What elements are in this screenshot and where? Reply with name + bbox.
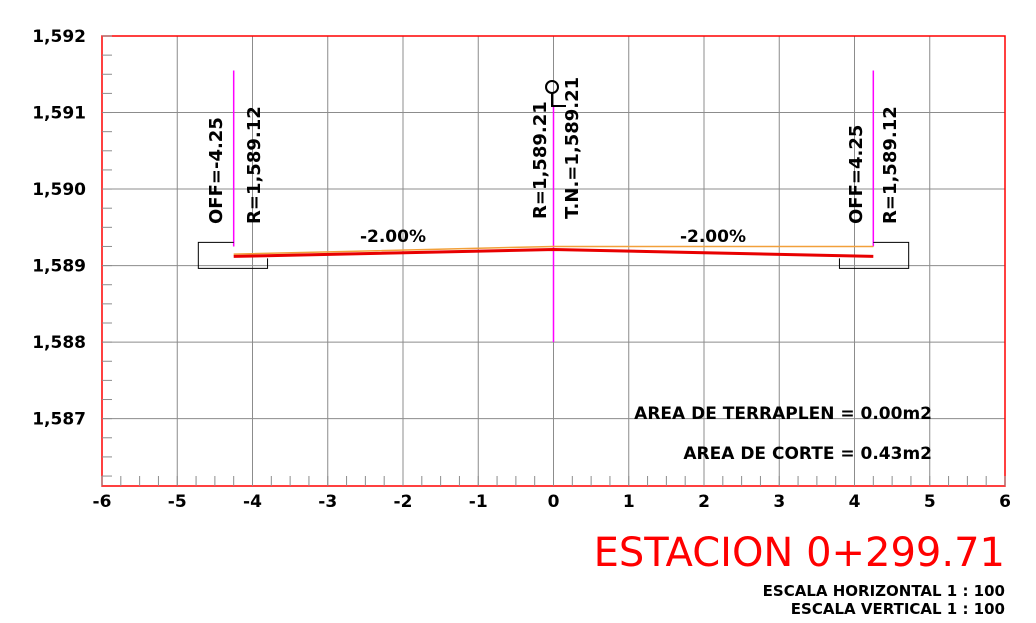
- center-elevation-label: R=1,589.21: [530, 101, 551, 219]
- left-elevation-label: R=1,589.12: [244, 106, 265, 224]
- x-tick-label: 5: [924, 492, 936, 512]
- left-offset-label: OFF=-4.25: [206, 117, 227, 224]
- x-tick-label: 1: [623, 492, 635, 512]
- right-slope-label: -2.00%: [680, 227, 746, 247]
- area-corte: AREA DE CORTE = 0.43m2: [683, 444, 932, 464]
- x-tick-label: 6: [999, 492, 1011, 512]
- horizontal-scale: ESCALA HORIZONTAL 1 : 100: [763, 582, 1005, 600]
- x-tick-label: 2: [698, 492, 710, 512]
- centerline-symbol: [545, 80, 566, 107]
- y-axis-labels: 1,592 1,591 1,590 1,589 1,588 1,587: [32, 27, 86, 430]
- y-tick-label: 1,592: [32, 27, 86, 47]
- right-curb: [838, 241, 910, 269]
- right-offset-label: OFF=4.25: [846, 125, 867, 224]
- right-elevation-label: R=1,589.12: [880, 106, 901, 224]
- profile-design: [233, 248, 874, 258]
- vertical-scale: ESCALA VERTICAL 1 : 100: [791, 600, 1005, 618]
- profiles: [197, 241, 910, 269]
- x-tick-label: -2: [394, 492, 413, 512]
- x-tick-label: -5: [168, 492, 187, 512]
- y-tick-label: 1,590: [32, 180, 86, 200]
- left-slope-label: -2.00%: [360, 227, 426, 247]
- annotations: OFF=-4.25 R=1,589.12 R=1,589.21 T.N.=1,5…: [206, 77, 932, 464]
- station-title: ESTACION 0+299.71: [594, 530, 1005, 576]
- x-axis-labels: -6 -5 -4 -3 -2 -1 0 1 2 3 4 5 6: [93, 492, 1011, 512]
- x-tick-label: -6: [93, 492, 112, 512]
- left-curb: [197, 241, 269, 269]
- x-tick-label: 4: [849, 492, 861, 512]
- profile-terrain: [233, 245, 874, 255]
- y-tick-label: 1,588: [32, 333, 86, 353]
- offset-lines: [232, 70, 875, 343]
- x-tick-label: -3: [318, 492, 337, 512]
- x-tick-label: 3: [773, 492, 785, 512]
- x-tick-label: -4: [243, 492, 262, 512]
- center-terrain-label: T.N.=1,589.21: [562, 77, 583, 219]
- minor-ticks: [101, 35, 1006, 486]
- y-tick-label: 1,591: [32, 104, 86, 124]
- area-terraplen: AREA DE TERRAPLEN = 0.00m2: [634, 404, 932, 424]
- y-tick-label: 1,587: [32, 410, 86, 430]
- y-tick-label: 1,589: [32, 257, 86, 277]
- x-tick-label: -1: [469, 492, 488, 512]
- x-tick-label: 0: [548, 492, 560, 512]
